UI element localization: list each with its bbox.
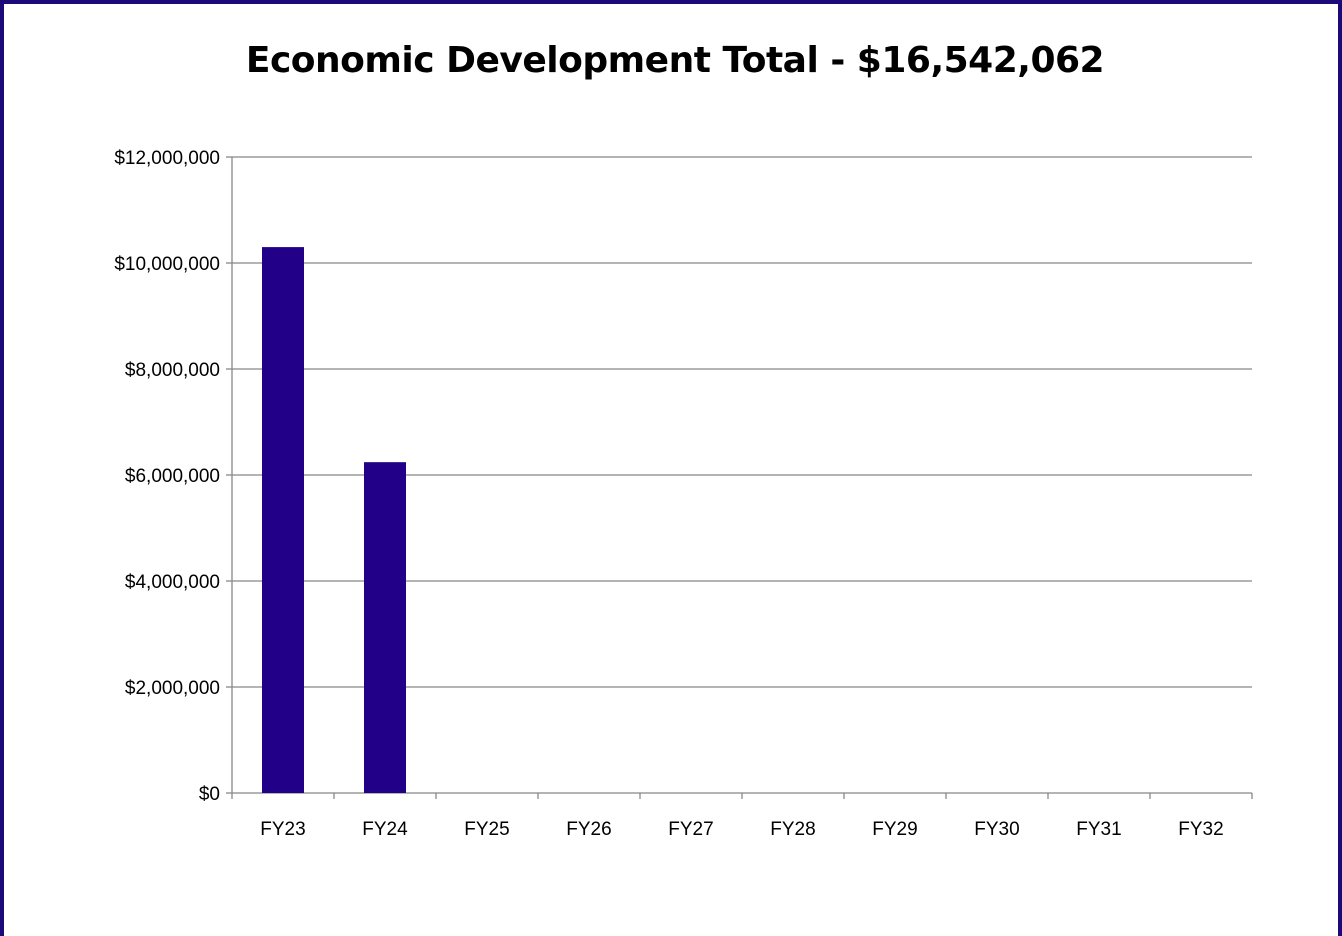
y-tick-label-1: $2,000,000 (125, 678, 220, 699)
x-tick-label-fy29: FY29 (872, 819, 917, 840)
y-tick-label-6: $12,000,000 (114, 148, 220, 169)
chart-plot: $0 $2,000,000 $4,000,000 $6,000,000 $8,000,0… (114, 148, 1253, 840)
y-tick-label-5: $10,000,000 (114, 254, 220, 275)
y-tick-label-0: $0 (199, 784, 220, 805)
x-tick-label-fy25: FY25 (464, 819, 509, 840)
x-tick-label-fy26: FY26 (566, 819, 611, 840)
x-tick-label-fy27: FY27 (668, 819, 713, 840)
x-tick-label-fy24: FY24 (362, 819, 408, 840)
x-tick-label-fy31: FY31 (1076, 819, 1121, 840)
x-tick-label-fy23: FY23 (260, 819, 305, 840)
x-tick-label-fy28: FY28 (770, 819, 815, 840)
tick-labels: $0 $2,000,000 $4,000,000 $6,000,000 $8,000,0… (114, 148, 1223, 840)
y-tick-label-2: $4,000,000 (125, 572, 220, 593)
x-tick-label-fy30: FY30 (974, 819, 1019, 840)
bar-fy24 (364, 462, 406, 793)
axes (226, 156, 1253, 799)
bars (262, 247, 406, 794)
y-tick-label-3: $6,000,000 (125, 466, 220, 487)
bar-fy23 (262, 247, 304, 794)
x-tick-label-fy32: FY32 (1178, 819, 1223, 840)
chart-title: Economic Development Total - $16,542,062 (245, 40, 1105, 81)
y-tick-label-4: $8,000,000 (125, 360, 220, 381)
